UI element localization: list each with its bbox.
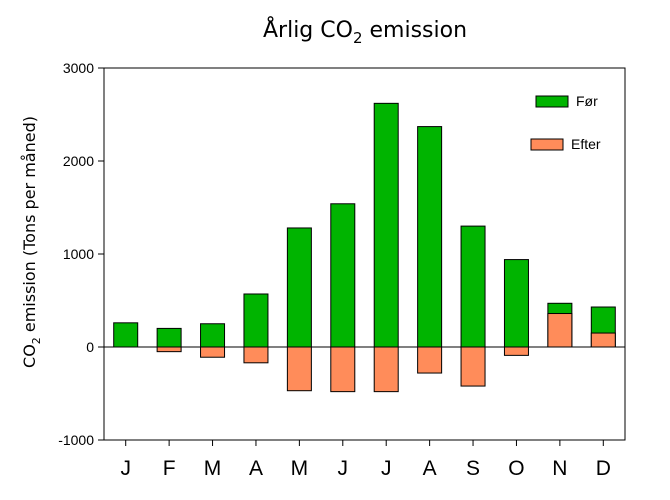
plot-border: [103, 67, 626, 441]
bar-after: [200, 346, 226, 358]
bar-after: [286, 346, 312, 392]
y-tick-label: 0: [86, 339, 94, 355]
bar-before: [417, 126, 443, 348]
bar-before: [503, 259, 529, 348]
x-tick-label: S: [466, 457, 480, 480]
bar-before: [286, 227, 312, 348]
y-tick-label: 3000: [63, 60, 94, 76]
bar-before: [373, 102, 399, 348]
x-tick-label: J: [120, 457, 131, 480]
plot-frame: [103, 67, 626, 441]
legend-label-after: Efter: [571, 136, 601, 152]
chart-title-subscript: 2: [353, 29, 363, 47]
x-tick-label: O: [508, 457, 524, 480]
x-tick-label: J: [338, 457, 349, 480]
bar-after: [373, 346, 399, 393]
x-tick-label: M: [291, 457, 309, 480]
series-before-bars: [113, 102, 616, 348]
bar-after: [243, 346, 269, 364]
x-tick-label: J: [381, 457, 392, 480]
bar-after: [547, 313, 573, 348]
y-tick-label: 2000: [63, 153, 94, 169]
chart-title-main: Årlig CO: [263, 16, 353, 43]
bar-after: [503, 346, 529, 356]
bar-after: [417, 346, 443, 374]
bar-before: [156, 327, 182, 348]
chart-title: Årlig CO2 emission: [263, 16, 467, 47]
y-axis-label-suffix: emission (Tons per måned): [20, 116, 39, 337]
bar-before: [330, 203, 356, 348]
bar-after: [330, 346, 356, 393]
y-axis: -1000 0 1000 2000 3000: [58, 60, 104, 448]
legend-swatch-after: [530, 138, 564, 151]
y-tick-label: 1000: [63, 246, 94, 262]
chart-title-suffix: emission: [363, 18, 468, 43]
bar-before: [200, 323, 226, 348]
x-tick-label: A: [249, 457, 263, 480]
y-axis-label: CO2 emission (Tons per måned): [20, 116, 43, 368]
bar-after: [156, 346, 182, 353]
legend: Før Efter: [530, 93, 601, 152]
x-tick-label: M: [204, 457, 222, 480]
bar-before: [243, 293, 269, 348]
x-tick-label: A: [423, 457, 437, 480]
y-axis-label-main: CO: [20, 344, 39, 368]
x-tick-label: D: [596, 457, 611, 480]
bar-after: [460, 346, 486, 387]
x-tick-label: N: [552, 457, 567, 480]
bar-before: [460, 225, 486, 348]
legend-label-before: Før: [576, 93, 598, 109]
x-tick-label: F: [163, 457, 176, 480]
bar-before: [113, 322, 139, 348]
y-axis-label-subscript: 2: [30, 337, 43, 344]
y-tick-label: -1000: [58, 432, 94, 448]
bar-after: [590, 332, 616, 348]
legend-swatch-before: [535, 95, 569, 108]
